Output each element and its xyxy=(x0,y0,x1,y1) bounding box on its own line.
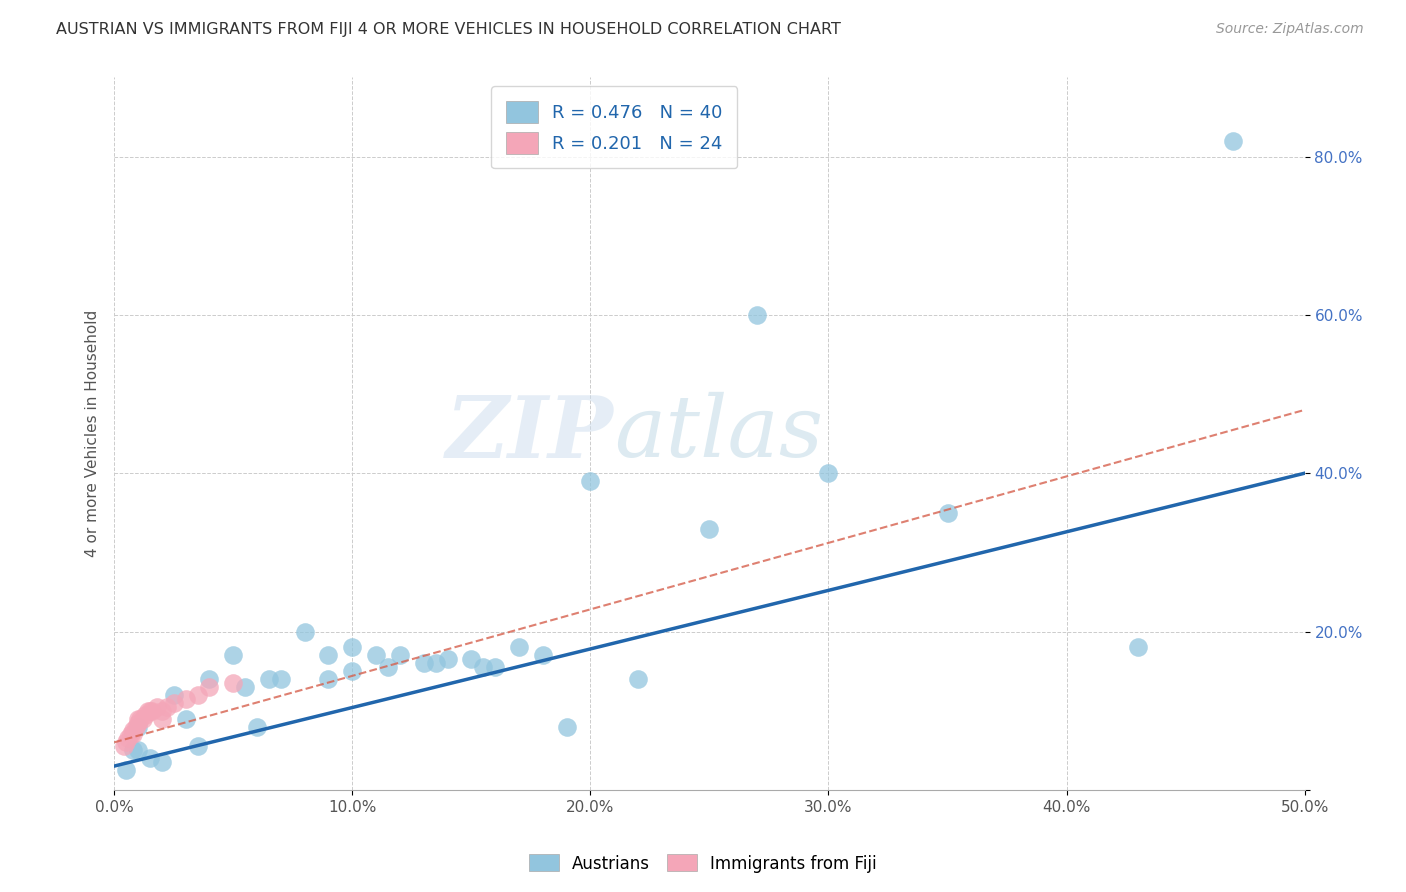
Point xyxy=(139,704,162,718)
Point xyxy=(460,652,482,666)
Point xyxy=(1222,134,1244,148)
Point xyxy=(318,672,340,686)
Text: ZIP: ZIP xyxy=(446,392,614,475)
Point xyxy=(155,699,177,714)
Point xyxy=(115,735,138,749)
Point xyxy=(294,624,316,639)
Text: atlas: atlas xyxy=(614,392,824,475)
Point xyxy=(122,727,145,741)
Point xyxy=(222,648,245,663)
Point xyxy=(129,712,152,726)
Point xyxy=(186,688,208,702)
Point xyxy=(817,467,839,481)
Point xyxy=(120,727,142,741)
Point xyxy=(246,719,269,733)
Point xyxy=(1126,640,1149,655)
Point xyxy=(936,506,959,520)
Point xyxy=(139,751,162,765)
Point xyxy=(388,648,411,663)
Point xyxy=(122,743,145,757)
Point xyxy=(531,648,554,663)
Point xyxy=(745,308,768,322)
Point xyxy=(163,688,186,702)
Point xyxy=(555,719,578,733)
Point xyxy=(579,474,602,488)
Point xyxy=(377,660,399,674)
Point xyxy=(163,696,186,710)
Text: Source: ZipAtlas.com: Source: ZipAtlas.com xyxy=(1216,22,1364,37)
Point xyxy=(318,648,340,663)
Point xyxy=(174,691,197,706)
Point xyxy=(186,739,208,754)
Point xyxy=(112,739,135,754)
Point xyxy=(141,704,163,718)
Point xyxy=(436,652,458,666)
Point xyxy=(508,640,530,655)
Point xyxy=(136,704,159,718)
Point xyxy=(150,704,173,718)
Point xyxy=(127,715,149,730)
Point xyxy=(270,672,292,686)
Point xyxy=(117,731,139,746)
Y-axis label: 4 or more Vehicles in Household: 4 or more Vehicles in Household xyxy=(86,310,100,558)
Point xyxy=(150,712,173,726)
Point xyxy=(198,672,221,686)
Point xyxy=(122,723,145,738)
Point xyxy=(127,719,149,733)
Legend: Austrians, Immigrants from Fiji: Austrians, Immigrants from Fiji xyxy=(523,847,883,880)
Point xyxy=(342,664,364,678)
Point xyxy=(132,712,155,726)
Point xyxy=(127,743,149,757)
Point xyxy=(174,712,197,726)
Point xyxy=(127,712,149,726)
Legend: R = 0.476   N = 40, R = 0.201   N = 24: R = 0.476 N = 40, R = 0.201 N = 24 xyxy=(491,87,737,169)
Point xyxy=(233,680,256,694)
Point xyxy=(484,660,506,674)
Point xyxy=(699,522,721,536)
Point xyxy=(364,648,387,663)
Point xyxy=(146,699,169,714)
Point xyxy=(257,672,280,686)
Point xyxy=(472,660,495,674)
Point xyxy=(115,763,138,777)
Point xyxy=(342,640,364,655)
Point xyxy=(425,656,447,670)
Point xyxy=(627,672,650,686)
Point xyxy=(150,755,173,769)
Text: AUSTRIAN VS IMMIGRANTS FROM FIJI 4 OR MORE VEHICLES IN HOUSEHOLD CORRELATION CHA: AUSTRIAN VS IMMIGRANTS FROM FIJI 4 OR MO… xyxy=(56,22,841,37)
Point xyxy=(412,656,434,670)
Point xyxy=(198,680,221,694)
Point xyxy=(124,719,146,733)
Point xyxy=(222,676,245,690)
Point xyxy=(134,707,156,722)
